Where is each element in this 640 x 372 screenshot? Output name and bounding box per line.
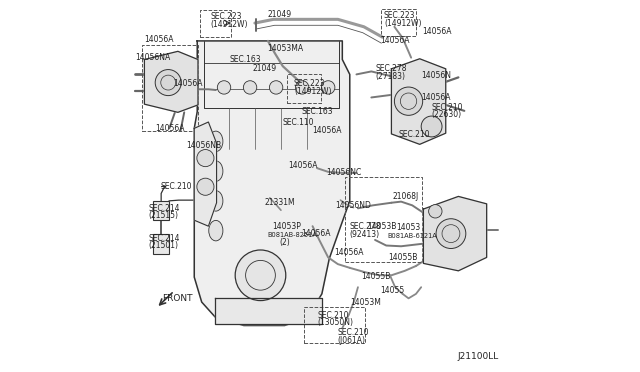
Text: 14056NC: 14056NC [326, 169, 362, 177]
Text: SEC.210: SEC.210 [317, 311, 349, 320]
Text: (92413): (92413) [349, 230, 379, 239]
Text: SEC.163: SEC.163 [230, 55, 262, 64]
Text: 21331M: 21331M [264, 198, 295, 207]
Text: 14056A: 14056A [380, 36, 410, 45]
Polygon shape [215, 298, 322, 324]
Circle shape [156, 70, 181, 96]
Polygon shape [392, 59, 445, 144]
Text: 14056NB: 14056NB [186, 141, 221, 150]
Text: 14053: 14053 [396, 223, 420, 232]
Text: 14056N: 14056N [421, 71, 451, 80]
Circle shape [235, 250, 286, 301]
Polygon shape [145, 51, 198, 112]
Text: 14056A: 14056A [156, 124, 185, 133]
Text: 14056A: 14056A [289, 161, 318, 170]
Text: 14056A: 14056A [173, 79, 202, 88]
Text: SEC.210: SEC.210 [399, 130, 430, 139]
Text: SEC.214: SEC.214 [148, 204, 180, 213]
Text: 14056A: 14056A [422, 27, 452, 36]
Text: 14056A: 14056A [421, 93, 451, 102]
Text: (27183): (27183) [375, 72, 405, 81]
Text: J21100LL: J21100LL [458, 352, 499, 361]
Text: (14912W): (14912W) [294, 87, 332, 96]
Ellipse shape [209, 191, 223, 211]
Text: 14053MA: 14053MA [267, 44, 303, 53]
Text: SEC.223: SEC.223 [294, 79, 326, 88]
Text: (13050N): (13050N) [317, 318, 353, 327]
Text: SEC.214: SEC.214 [148, 234, 180, 243]
Text: SEC.210: SEC.210 [431, 103, 463, 112]
Text: (2): (2) [279, 238, 290, 247]
Polygon shape [424, 196, 486, 271]
Text: (J061A): (J061A) [338, 336, 366, 345]
Text: (21515): (21515) [148, 211, 178, 220]
Circle shape [243, 81, 257, 94]
Circle shape [296, 81, 309, 94]
Bar [154, 234, 169, 254]
Text: SEC.210: SEC.210 [161, 182, 192, 190]
Text: 21068J: 21068J [392, 192, 419, 201]
Text: 14056NA: 14056NA [135, 53, 170, 62]
Polygon shape [195, 122, 216, 226]
Circle shape [436, 219, 466, 248]
Text: (21501): (21501) [148, 241, 178, 250]
Text: 14056ND: 14056ND [335, 201, 371, 210]
Text: 14053P: 14053P [273, 222, 301, 231]
Circle shape [394, 87, 422, 115]
Text: 14055B: 14055B [362, 272, 391, 280]
Circle shape [269, 81, 283, 94]
Text: SEC.278: SEC.278 [349, 222, 381, 231]
Bar [154, 201, 169, 220]
Text: 14053M: 14053M [351, 298, 381, 307]
Text: 21049: 21049 [267, 10, 291, 19]
Circle shape [197, 150, 214, 167]
Text: 21049: 21049 [252, 64, 276, 73]
Ellipse shape [209, 220, 223, 241]
Text: 14055: 14055 [380, 286, 404, 295]
Text: 14056A: 14056A [301, 229, 331, 238]
Text: SEC.210: SEC.210 [338, 328, 369, 337]
Circle shape [218, 81, 231, 94]
Text: SEC.163: SEC.163 [301, 107, 333, 116]
Ellipse shape [209, 131, 223, 152]
Text: SEC.223: SEC.223 [211, 12, 242, 21]
Text: 14056A: 14056A [145, 35, 174, 44]
Ellipse shape [209, 161, 223, 182]
Circle shape [197, 178, 214, 195]
Polygon shape [195, 41, 349, 326]
Text: FRONT: FRONT [162, 294, 193, 303]
Text: 14056A: 14056A [334, 248, 364, 257]
Text: 14055B: 14055B [388, 253, 417, 262]
Circle shape [321, 81, 335, 94]
Text: SEC.278: SEC.278 [375, 64, 406, 73]
Text: 14053B: 14053B [367, 222, 397, 231]
Text: B081AB-6121A: B081AB-6121A [388, 233, 438, 239]
Circle shape [429, 205, 442, 218]
Circle shape [421, 116, 442, 137]
Text: B081AB-8251A: B081AB-8251A [267, 232, 317, 238]
Text: SEC.110: SEC.110 [282, 118, 314, 126]
Text: (22630): (22630) [431, 110, 461, 119]
Text: (14912W): (14912W) [384, 19, 422, 28]
Text: 14056A: 14056A [312, 126, 341, 135]
Text: SEC.223: SEC.223 [384, 11, 415, 20]
Text: (14912W): (14912W) [211, 20, 248, 29]
